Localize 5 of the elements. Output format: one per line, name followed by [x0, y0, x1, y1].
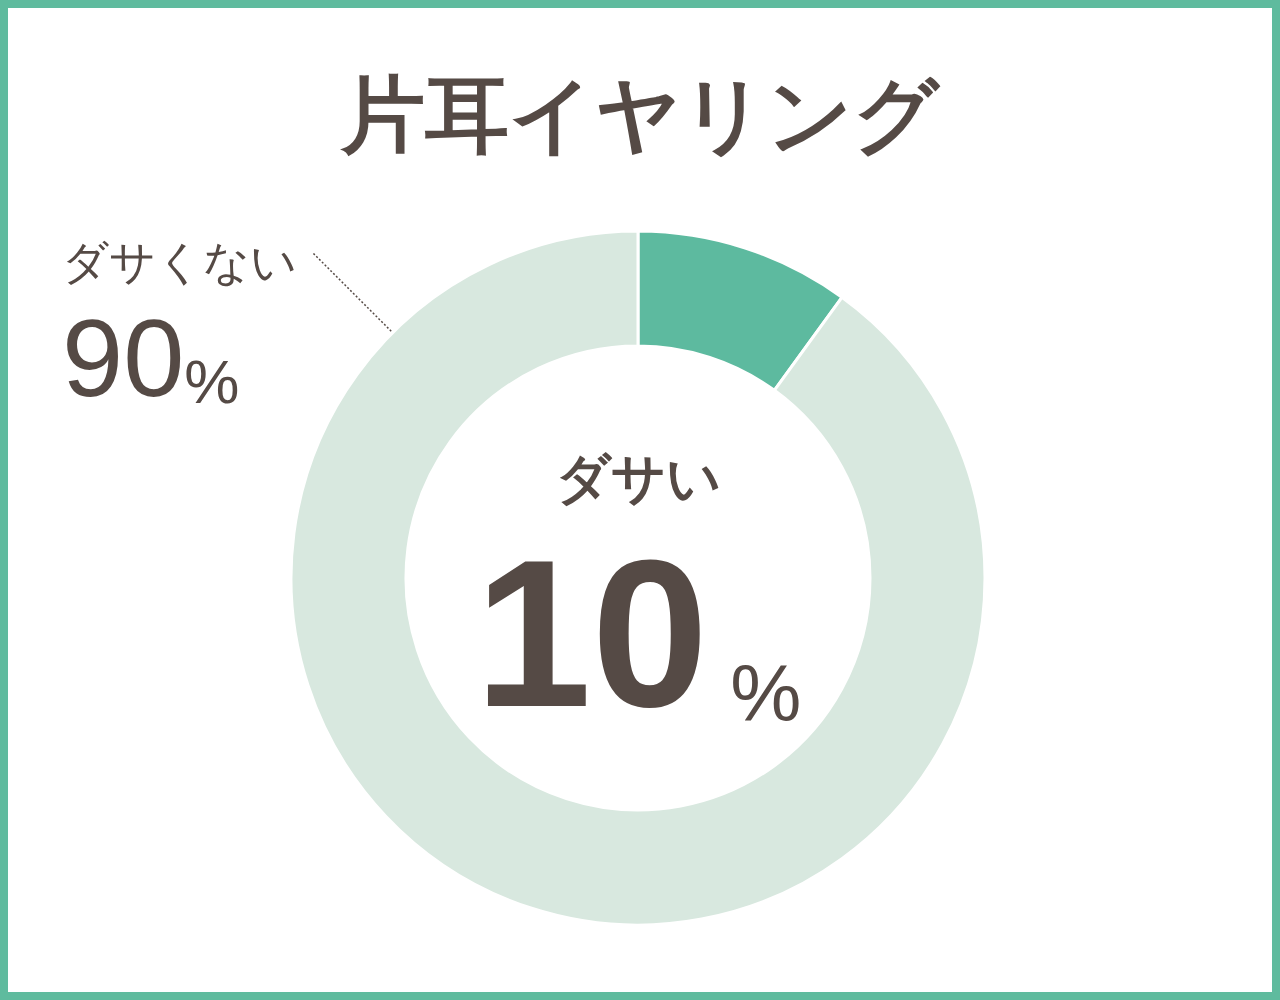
data-label: 90% [62, 295, 240, 419]
slice-label: ダサい [555, 446, 721, 510]
slice-label: ダサくない [62, 235, 297, 289]
data-label: 10% [474, 515, 802, 751]
chart-title: 片耳イヤリング [340, 66, 941, 164]
